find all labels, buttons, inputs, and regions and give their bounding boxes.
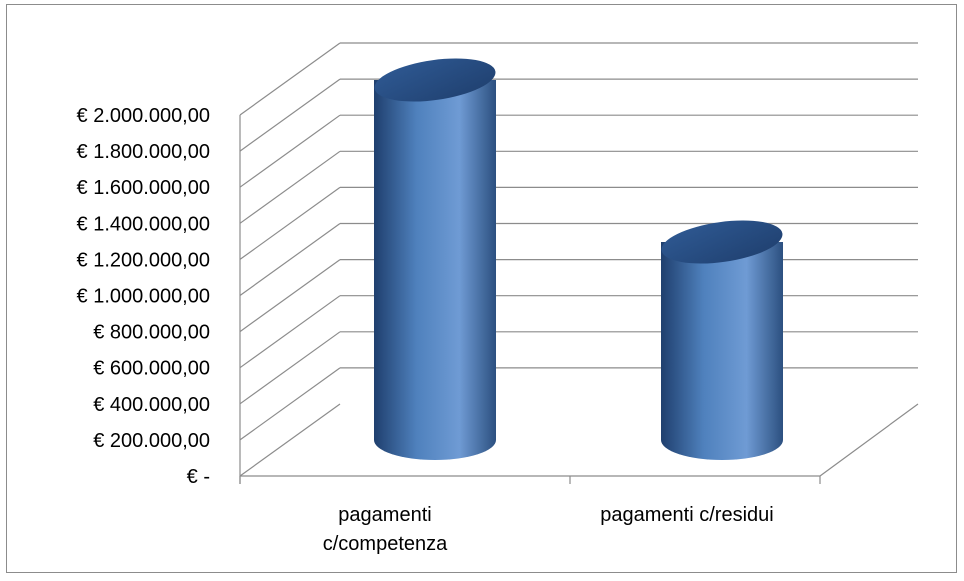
y-tick-label: € 1.000.000,00 [77,286,210,308]
floor-edge [240,403,919,477]
grid-layer [239,42,919,484]
y-tick-label: € 2.000.000,00 [77,105,210,127]
y-tick-label: € 1.600.000,00 [77,177,210,199]
gridline-wall-8 [239,114,341,188]
gridline-wall-9 [239,78,341,152]
y-axis-ticks: € - € 200.000,00 € 400.000,00 € 600.000,00 €… [77,105,210,488]
x-axis-categories: pagamenti c/competenza pagamenti c/residui [323,504,774,555]
bar-top-cap [374,58,496,102]
y-tick-label: € 400.000,00 [93,394,210,416]
bar-cylinder [661,220,783,460]
y-tick-label: € 1.400.000,00 [77,213,210,235]
gridline-wall-10 [239,42,341,116]
bar-body [374,80,496,460]
y-tick-label: € 800.000,00 [93,322,210,344]
y-tick-label: € 1.800.000,00 [77,141,210,163]
gridline-wall-4 [239,259,341,333]
gridline-wall-1 [239,367,341,441]
y-tick-label: € 200.000,00 [93,430,210,452]
y-tick-label: € - [187,466,210,488]
bar-cylinder [374,58,496,460]
x-category-label: pagamenti c/residui [600,504,773,526]
x-category-label: c/competenza [323,533,448,555]
gridline-wall-3 [239,295,341,369]
bar-body [661,242,783,460]
gridline-wall-7 [239,150,341,224]
y-tick-label: € 1.200.000,00 [77,249,210,271]
gridline-wall-0 [239,403,341,477]
bar-top-cap [661,220,783,264]
bar-series [374,58,783,460]
gridline-wall-5 [239,223,341,296]
y-tick-label: € 600.000,00 [93,358,210,380]
gridline-wall-2 [239,331,341,405]
x-category-label: pagamenti [338,504,431,526]
gridline-wall-6 [239,186,341,260]
